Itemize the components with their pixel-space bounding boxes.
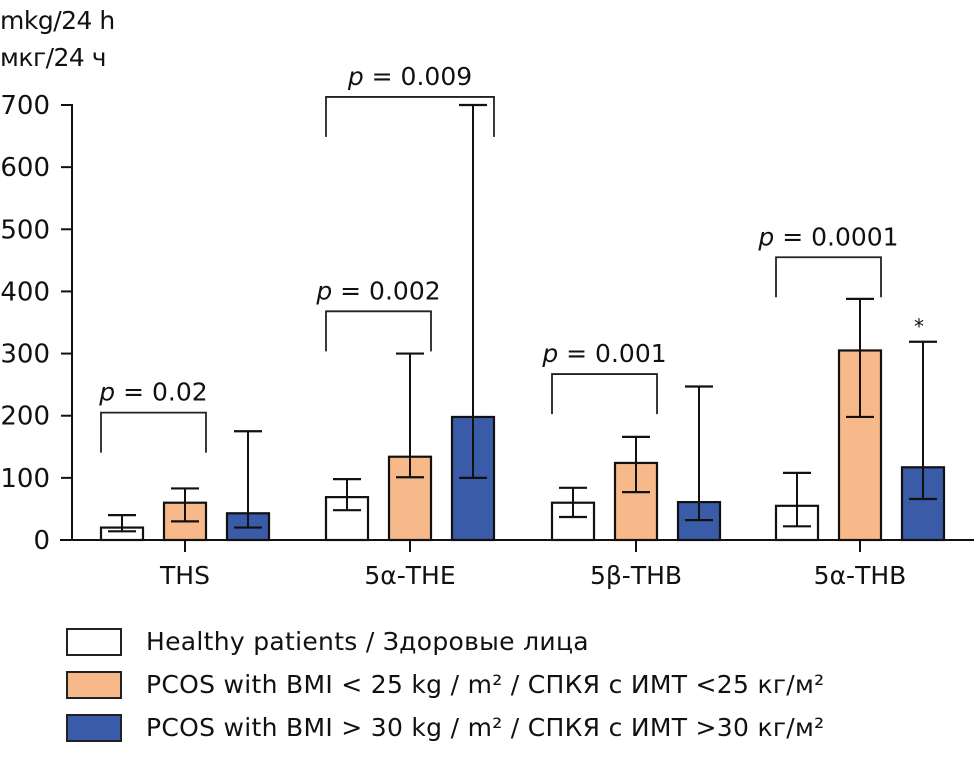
significance-bracket [325,310,432,352]
legend-label-pcos-bmi-gt30: PCOS with BMI > 30 kg / m² / СПКЯ с ИМТ … [146,713,825,742]
bar-chart: 0 100 200 300 400 500 600 700 THS 5α-THE 5β-THB 5α-… [0,62,974,590]
y-tick-label: 200 [0,402,50,432]
x-tick-label: 5α-THB [814,561,907,590]
legend-swatch-pcos-bmi-lt25 [66,670,122,699]
significance-bracket [325,96,495,137]
legend-item-pcos-bmi-lt25: PCOS with BMI < 25 kg / m² / СПКЯ с ИМТ … [66,663,825,706]
legend-label-pcos-bmi-lt25: PCOS with BMI < 25 kg / m² / СПКЯ с ИМТ … [146,670,825,699]
x-tick-label: 5β-THB [590,561,682,590]
p-value-label: p = 0.001 [541,339,666,368]
x-tick-label: 5α-THE [364,561,455,590]
p-value-label: p = 0.002 [315,276,440,305]
legend-swatch-healthy [66,627,122,656]
y-tick-label: 300 [0,340,50,370]
p-value-label: p = 0.0001 [757,222,898,251]
legend-item-healthy: Healthy patients / Здоровые лица [66,620,825,663]
x-tick-label: THS [159,561,210,590]
y-tick-label: 500 [0,215,50,245]
p-value-label: p = 0.02 [98,378,207,407]
y-tick-label: 600 [0,153,50,183]
y-tick-label: 0 [33,526,50,556]
legend: Healthy patients / Здоровые лица PCOS wi… [66,620,825,749]
significance-asterisk: * [914,315,924,339]
significance-bracket [551,373,658,415]
legend-item-pcos-bmi-gt30: PCOS with BMI > 30 kg / m² / СПКЯ с ИМТ … [66,706,825,749]
legend-label-healthy: Healthy patients / Здоровые лица [146,627,589,656]
y-unit-label-ru: мкг/24 ч [0,43,107,72]
y-unit-label-en: mkg/24 h [0,6,115,35]
y-tick-label: 700 [0,91,50,121]
significance-bracket [100,411,207,453]
p-value-label: p = 0.009 [347,62,472,91]
y-tick-label: 100 [0,464,50,494]
y-tick-label: 400 [0,277,50,307]
significance-bracket [775,256,882,298]
legend-swatch-pcos-bmi-gt30 [66,713,122,742]
